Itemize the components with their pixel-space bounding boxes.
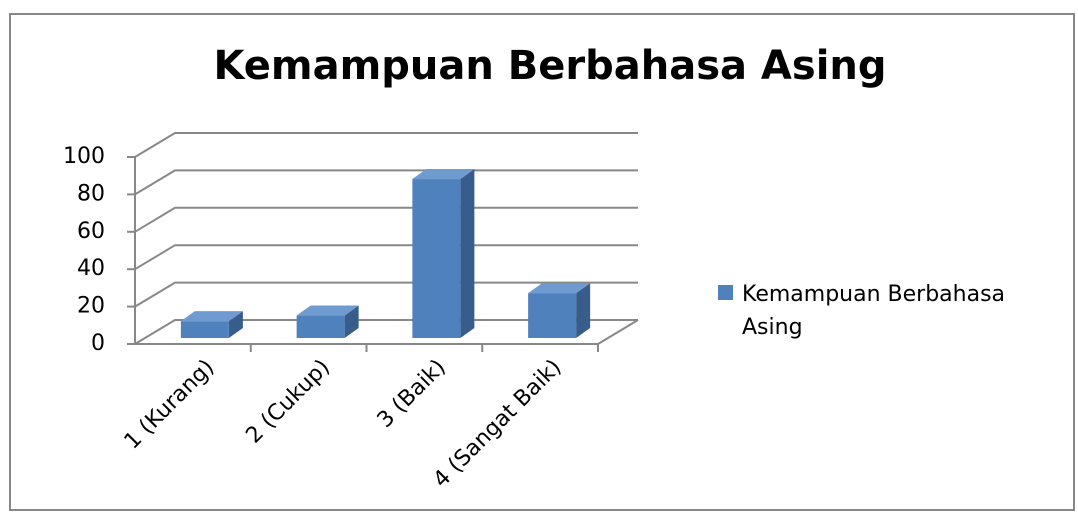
bar-top <box>528 283 591 294</box>
y-tick-label: 80 <box>77 181 105 206</box>
bar-side <box>576 283 591 338</box>
grid-line <box>134 244 638 271</box>
y-tick-label: 0 <box>91 331 105 356</box>
y-tick-label: 100 <box>63 144 105 169</box>
bar-side <box>460 169 475 338</box>
bar <box>412 179 461 338</box>
bar <box>296 315 345 338</box>
grid-line <box>134 132 638 158</box>
grid-line <box>134 206 638 233</box>
legend-label: Kemampuan Berbahasa Asing <box>742 282 1006 340</box>
y-tick-label: 40 <box>77 256 105 281</box>
bar-side <box>228 311 243 338</box>
bar-top <box>296 305 359 316</box>
y-tick-label: 20 <box>77 294 105 319</box>
chart-title: Kemampuan Berbahasa Asing <box>213 43 886 89</box>
grid-line <box>134 281 638 308</box>
bar <box>528 293 577 338</box>
bar-side <box>344 305 359 338</box>
chart-border <box>9 13 1075 511</box>
bar <box>180 321 229 338</box>
bar-top <box>412 169 475 180</box>
y-tick-label: 60 <box>77 219 105 244</box>
grid-line <box>134 169 638 196</box>
bar-top <box>180 311 243 322</box>
legend-swatch <box>718 285 733 300</box>
grid-line <box>134 319 638 345</box>
floor-edge <box>597 319 639 345</box>
